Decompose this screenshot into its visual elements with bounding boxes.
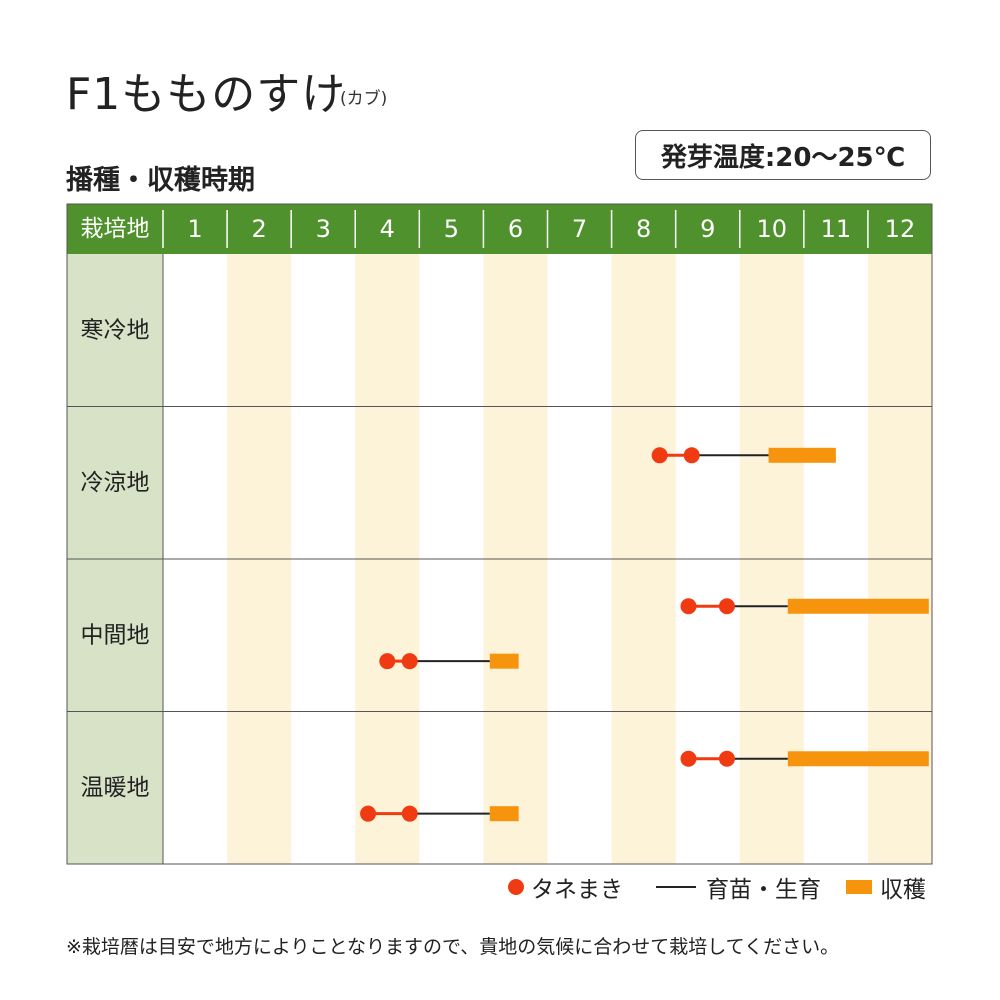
germination-temperature-box: 発芽温度:20〜25℃ <box>635 130 931 180</box>
harvest-bar <box>489 806 519 822</box>
header-corner-label: 栽培地 <box>81 216 150 242</box>
sowing-start-dot <box>651 447 668 464</box>
sowing-start-dot <box>379 653 396 670</box>
sowing-end-dot <box>683 447 700 464</box>
month-label-10: 10 <box>757 215 788 243</box>
growing-line-icon <box>656 885 696 889</box>
legend-harvest: 収穫 <box>846 872 926 903</box>
month-label-8: 8 <box>636 215 651 243</box>
sowing-start-dot <box>680 750 697 767</box>
sowing-end-dot <box>718 750 735 767</box>
month-label-4: 4 <box>380 215 395 243</box>
month-label-11: 11 <box>821 215 852 243</box>
legend-growing: 育苗・生育 <box>656 872 821 903</box>
harvest-bar <box>787 751 929 767</box>
section-title: 播種・収穫時期 <box>66 165 255 196</box>
page-subtitle: (カブ) <box>340 89 388 109</box>
harvest-bar <box>768 447 836 463</box>
legend-sowing: タネまき <box>508 872 623 903</box>
region-label-1: 冷涼地 <box>81 470 150 496</box>
month-label-2: 2 <box>251 215 266 243</box>
region-label-2: 中間地 <box>81 622 150 648</box>
sowing-end-dot <box>401 653 418 670</box>
month-label-1: 1 <box>187 215 202 243</box>
footnote: ※栽培暦は目安で地方によりことなりますので、貴地の気候に合わせて栽培してください… <box>66 936 840 958</box>
month-label-5: 5 <box>444 215 459 243</box>
region-label-0: 寒冷地 <box>81 317 150 343</box>
month-label-3: 3 <box>316 215 331 243</box>
legend-harvest-label: 収穫 <box>880 877 926 903</box>
sowing-end-dot <box>718 598 735 615</box>
month-label-7: 7 <box>572 215 587 243</box>
germination-temperature: 発芽温度:20〜25℃ <box>660 142 906 173</box>
chart-frame <box>66 203 933 865</box>
header-row <box>67 204 932 254</box>
month-label-12: 12 <box>885 215 916 243</box>
sowing-start-dot <box>680 598 697 615</box>
month-label-9: 9 <box>700 215 715 243</box>
sowing-dot-icon <box>508 879 524 895</box>
month-label-6: 6 <box>508 215 523 243</box>
sowing-start-dot <box>360 805 377 822</box>
sowing-end-dot <box>401 805 418 822</box>
harvest-bar <box>489 653 519 669</box>
region-label-3: 温暖地 <box>81 775 150 801</box>
harvest-bar-icon <box>846 880 872 894</box>
legend-sowing-label: タネまき <box>531 877 623 903</box>
legend-growing-label: 育苗・生育 <box>706 877 821 903</box>
harvest-bar <box>787 598 929 614</box>
page-title: F1もものすけ <box>66 69 347 120</box>
